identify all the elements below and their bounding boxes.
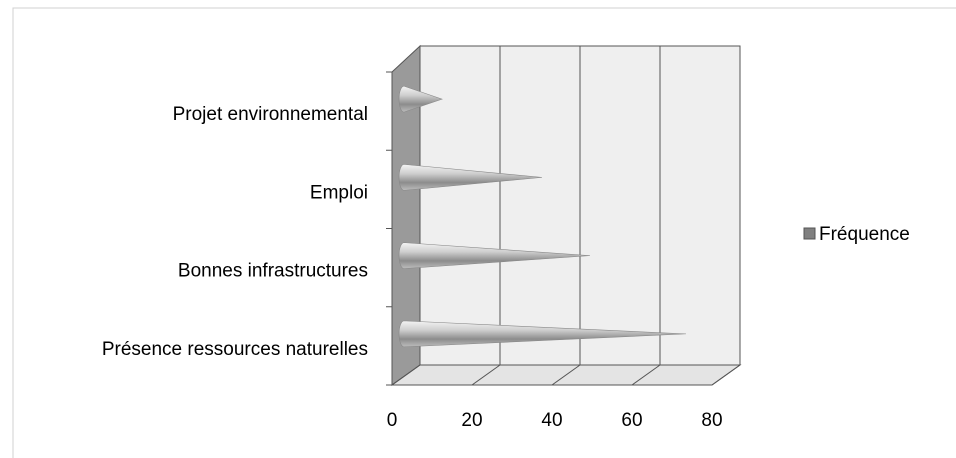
cone-bar [398, 320, 687, 348]
legend-label: Fréquence [819, 224, 910, 245]
floor-line [391, 364, 421, 386]
floor-line [471, 364, 501, 386]
cone-bar [398, 85, 443, 113]
cone-bar [398, 164, 543, 191]
y-tick-label: Emploi [310, 182, 368, 203]
floor-line [631, 364, 661, 386]
x-tick-label: 0 [387, 410, 398, 431]
floor-line [711, 364, 741, 386]
y-tick-label: Projet environnemental [173, 104, 368, 125]
y-tick-label: Bonnes infrastructures [178, 261, 368, 282]
legend-swatch [803, 227, 816, 240]
x-tick-label: 60 [621, 410, 642, 431]
cone-bar [398, 242, 591, 269]
x-tick-label: 20 [461, 410, 482, 431]
x-tick-label: 40 [541, 410, 562, 431]
y-tick-label: Présence ressources naturelles [102, 339, 368, 360]
chart-border [12, 7, 956, 458]
x-tick-label: 80 [701, 410, 722, 431]
floor-line [551, 364, 581, 386]
